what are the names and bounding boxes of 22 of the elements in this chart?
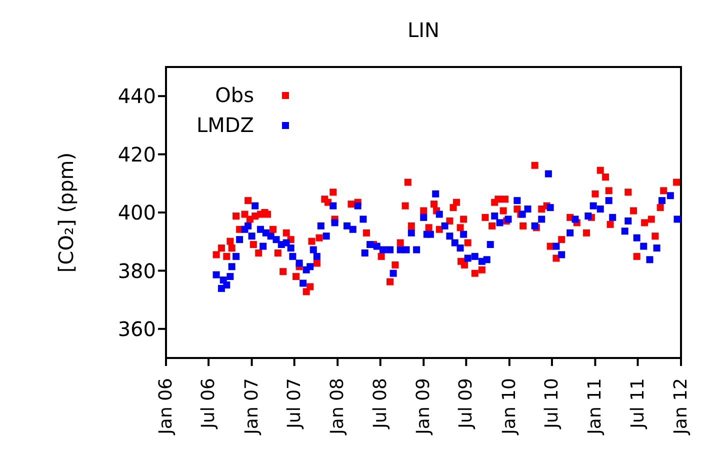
y-tick-label: 360 [118, 317, 156, 341]
x-tick-label: Jan 06 [156, 378, 176, 436]
x-tick-label: Jan 08 [327, 378, 348, 436]
x-tick-label: Jul 08 [370, 378, 391, 430]
x-tick-label: Jul 07 [284, 378, 305, 430]
y-tick-label: 440 [118, 84, 156, 108]
x-tick-label: Jul 09 [456, 378, 477, 430]
chart-title: LIN [406, 18, 440, 42]
legend-label: Obs [214, 82, 254, 109]
legend-label: LMDZ [196, 112, 254, 139]
y-tick-label: 380 [118, 258, 156, 283]
x-tick-label: Jan 09 [413, 378, 434, 436]
x-tick-label: Jul 11 [627, 378, 648, 430]
x-tick-label: Jul 10 [541, 378, 562, 430]
y-axis-title: [CO₂] (ppm) [54, 152, 78, 273]
x-tick-label: Jul 06 [198, 378, 220, 430]
y-tick-label: 420 [118, 142, 156, 166]
x-tick-label: Jan 11 [584, 378, 606, 436]
x-tick-label: Jan 12 [670, 378, 692, 436]
x-tick-label: Jan 07 [241, 378, 262, 436]
x-tick-label: Jan 10 [498, 378, 520, 436]
y-tick-label: 400 [118, 200, 156, 225]
